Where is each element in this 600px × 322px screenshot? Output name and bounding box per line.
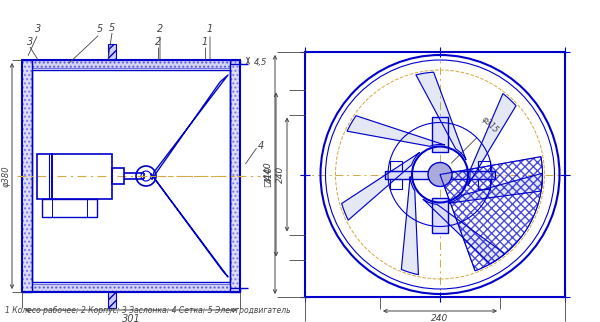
Circle shape: [428, 163, 452, 186]
Polygon shape: [424, 199, 505, 264]
Text: 1 Колесо рабочее; 2 Корпус; 3 Заслонка; 4 Сетка; 5 Электродвигатель: 1 Колесо рабочее; 2 Корпус; 3 Заслонка; …: [5, 306, 290, 315]
Bar: [22, 60, 32, 292]
Text: 1: 1: [207, 24, 213, 34]
Text: 4,5: 4,5: [254, 58, 268, 67]
FancyBboxPatch shape: [432, 197, 448, 232]
Bar: [32, 60, 230, 68]
Bar: [32, 284, 230, 292]
Text: 240: 240: [275, 166, 284, 183]
Text: 1: 1: [202, 37, 208, 47]
Polygon shape: [152, 75, 228, 179]
Text: 3: 3: [35, 24, 41, 34]
Text: 2: 2: [155, 37, 161, 47]
Text: 301: 301: [122, 314, 140, 322]
Bar: [108, 292, 116, 308]
Bar: [230, 60, 240, 292]
Polygon shape: [468, 94, 516, 185]
Text: 5: 5: [109, 23, 115, 33]
Text: 3: 3: [27, 37, 33, 47]
Text: φ315: φ315: [480, 115, 500, 135]
Polygon shape: [341, 153, 419, 220]
Polygon shape: [449, 173, 542, 203]
Text: 240: 240: [431, 314, 449, 322]
Text: φ380: φ380: [1, 165, 11, 187]
Text: 2: 2: [157, 24, 163, 34]
Polygon shape: [347, 116, 444, 146]
FancyBboxPatch shape: [385, 171, 495, 178]
Polygon shape: [401, 177, 418, 275]
Text: 4: 4: [258, 141, 264, 151]
Bar: [108, 44, 116, 60]
Text: □440: □440: [263, 162, 272, 187]
Polygon shape: [151, 174, 228, 277]
Text: 5: 5: [97, 24, 103, 34]
Polygon shape: [416, 72, 466, 159]
Text: 410: 410: [265, 166, 274, 183]
FancyBboxPatch shape: [432, 117, 448, 151]
